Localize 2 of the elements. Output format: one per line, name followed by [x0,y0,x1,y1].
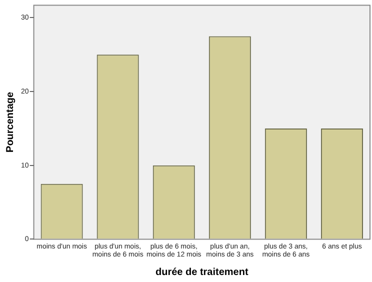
y-axis-title: Pourcentage [4,91,16,152]
x-axis-title: durée de traitement [155,266,249,278]
